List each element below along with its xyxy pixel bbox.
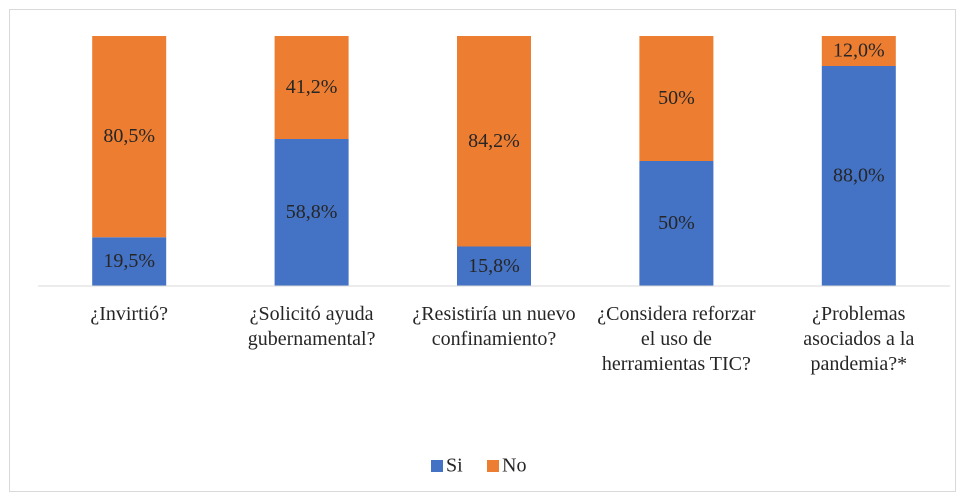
data-label: 19,5%	[103, 250, 155, 272]
legend-label: Si	[446, 455, 463, 477]
data-label: 50%	[658, 212, 695, 234]
legend-swatch	[487, 460, 499, 472]
x-tick-label: ¿Resistiría un nuevo confinamiento?	[412, 303, 576, 350]
x-tick-label: ¿Problemas asociados a la pandemia?*	[803, 303, 915, 375]
x-tick-label: ¿Considera reforzar el uso de herramient…	[597, 303, 756, 375]
data-label: 12,0%	[833, 40, 885, 62]
data-label: 58,8%	[286, 201, 338, 223]
legend-label: No	[502, 455, 526, 477]
bar-segment	[821, 66, 896, 286]
bar-segment	[274, 36, 349, 139]
bar-segment	[457, 36, 531, 247]
bar-segment	[92, 237, 167, 286]
bar-segment	[639, 161, 714, 286]
bar-segment	[639, 36, 714, 161]
bar-segment	[274, 139, 349, 286]
bar-segment	[92, 36, 167, 238]
x-tick-label: ¿Invirtió?	[90, 303, 169, 325]
data-label: 41,2%	[286, 76, 338, 98]
data-label: 88,0%	[833, 165, 885, 187]
bar-segment	[457, 246, 531, 286]
x-tick-label: ¿Solicitó ayuda gubernamental?	[247, 303, 376, 350]
legend-swatch	[431, 460, 443, 472]
data-label: 80,5%	[103, 125, 155, 147]
data-label: 15,8%	[468, 255, 520, 277]
data-label: 50%	[658, 87, 695, 109]
bar-segment	[821, 36, 896, 66]
data-label: 84,2%	[468, 130, 520, 152]
